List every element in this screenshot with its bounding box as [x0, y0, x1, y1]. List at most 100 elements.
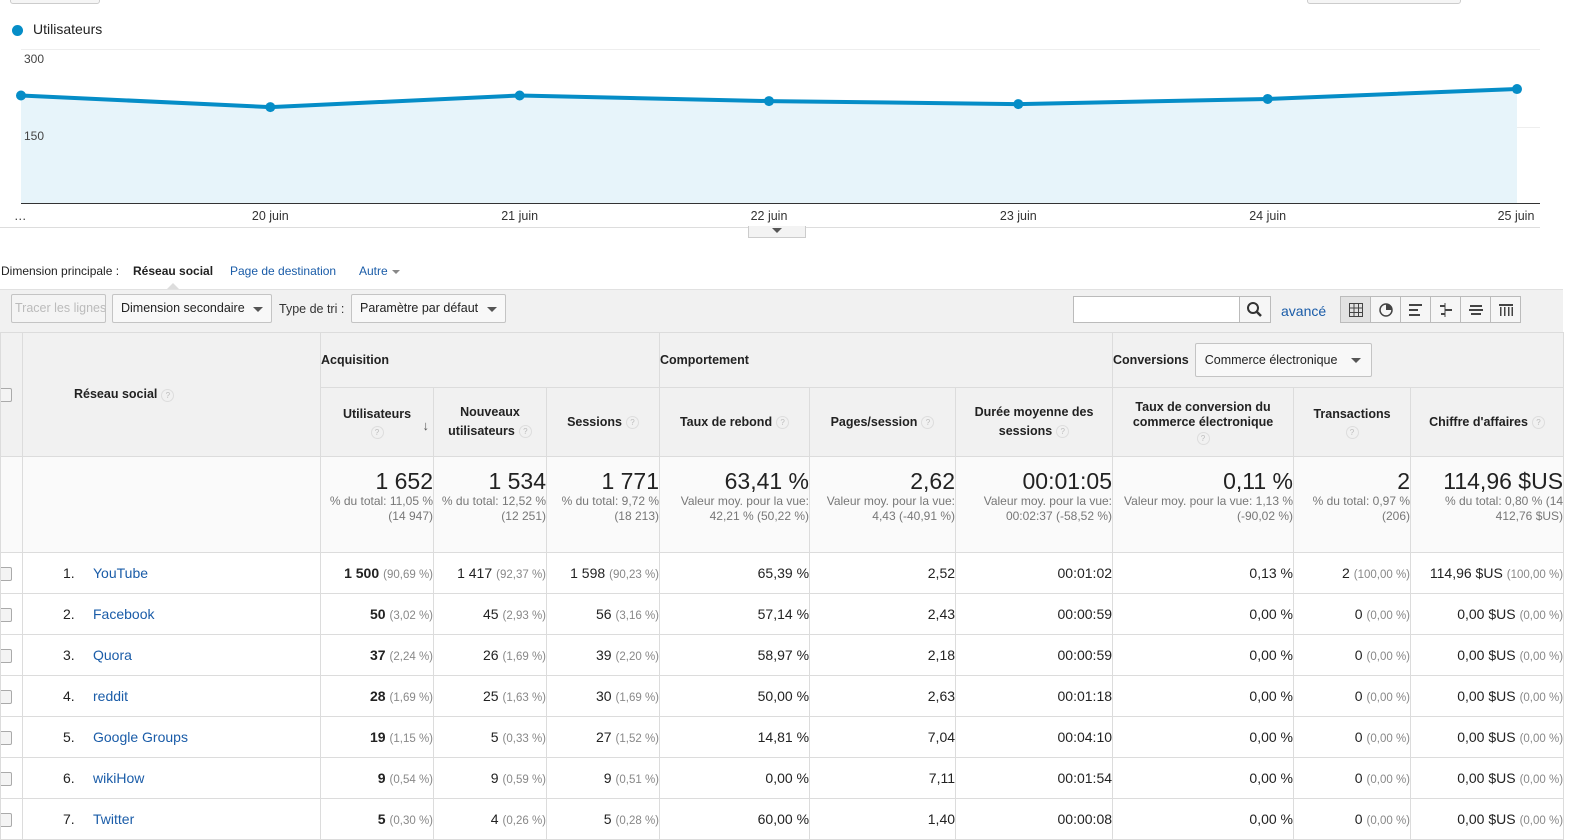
help-icon[interactable]: ?: [1196, 431, 1210, 445]
social-network-link[interactable]: Google Groups: [93, 729, 188, 745]
revenue-percent: (0,00 %): [1519, 774, 1564, 786]
row-number: 5.: [63, 729, 75, 745]
x-tick-label: 24 juin: [1249, 209, 1286, 223]
bounce-value: 58,97 %: [757, 647, 810, 663]
table-view-button[interactable]: [1340, 296, 1371, 323]
help-icon[interactable]: ?: [1531, 415, 1545, 429]
advanced-filter-link[interactable]: avancé: [1281, 303, 1327, 319]
revenue-percent: (0,00 %): [1519, 610, 1564, 622]
legend-dot-icon: [12, 25, 23, 36]
help-icon[interactable]: ?: [1056, 425, 1070, 439]
performance-view-button[interactable]: [1400, 296, 1431, 323]
users-percent: (3,02 %): [389, 610, 433, 622]
col-duration-label: Durée moyenne des sessions: [974, 405, 1094, 438]
col-conversion-rate[interactable]: Taux de conversion du commerce électroni…: [1112, 387, 1295, 457]
secondary-dimension-dropdown[interactable]: Dimension secondaire: [112, 294, 272, 323]
col-revenue[interactable]: Chiffre d'affaires?: [1410, 387, 1565, 457]
total-users-sub: % du total: 11,05 % (14 947): [329, 494, 433, 523]
row-select-cell[interactable]: [0, 552, 23, 594]
table-search-input[interactable]: [1073, 296, 1240, 323]
cell-new_users: 1 417 (92,37 %): [433, 552, 547, 594]
row-select-cell[interactable]: [0, 716, 23, 758]
cell-bounce: 0,00 %: [659, 757, 811, 799]
row-select-cell[interactable]: [0, 634, 23, 676]
help-icon[interactable]: ?: [1345, 426, 1359, 439]
col-bounce-rate[interactable]: Taux de rebond?: [659, 387, 811, 457]
pivot-icon: [1498, 303, 1513, 316]
dimension-social-network[interactable]: Réseau social: [133, 264, 214, 278]
pivot-view-button[interactable]: [1490, 296, 1521, 323]
pages-value: 2,43: [927, 606, 956, 622]
primary-dimension-label: Dimension principale :: [1, 264, 120, 278]
chart-period-toggle[interactable]: [1307, 0, 1461, 4]
transactions-value: 0: [1354, 811, 1363, 827]
sessions-percent: (2,20 %): [615, 651, 660, 663]
help-icon[interactable]: ?: [921, 415, 935, 429]
pages-value: 1,40: [927, 811, 956, 827]
conversions-label: Conversions: [1113, 353, 1189, 367]
chart-plot: 300 150 … 20 juin 21 juin 22 juin 23 juin 24 ju…: [0, 49, 1540, 228]
cell-sessions: 5 (0,28 %): [545, 798, 661, 840]
comparison-view-button[interactable]: [1430, 296, 1461, 323]
col-avg-duration[interactable]: Durée moyenne des sessions?: [955, 387, 1114, 457]
cell-revenue: 0,00 $US (0,00 %): [1410, 593, 1565, 635]
date-range-control[interactable]: [10, 0, 100, 4]
row-checkbox[interactable]: [1, 813, 12, 828]
sort-desc-icon: ↓: [422, 418, 430, 433]
help-icon[interactable]: ?: [370, 426, 384, 439]
conversions-group-header: Conversions Commerce électronique: [1112, 332, 1565, 388]
cell-sessions: 1 598 (90,23 %): [545, 552, 661, 594]
transactions-value: 0: [1354, 647, 1363, 663]
sessions-value: 5: [603, 811, 612, 827]
social-network-link[interactable]: Quora: [93, 647, 132, 663]
row-checkbox[interactable]: [1, 567, 12, 582]
cell-bounce: 65,39 %: [659, 552, 811, 594]
row-dimension-cell: 5. Google Groups: [22, 716, 321, 758]
social-network-link[interactable]: YouTube: [93, 565, 149, 581]
row-checkbox[interactable]: [1, 608, 12, 623]
social-network-link[interactable]: Twitter: [93, 811, 135, 827]
sort-type-dropdown[interactable]: Paramètre par défaut: [351, 294, 506, 323]
row-checkbox[interactable]: [1, 731, 12, 746]
row-checkbox[interactable]: [1, 649, 12, 664]
table-row: 2. Facebook 50 (3,02 %) 45 (2,93 %) 56 (3,16 %)…: [0, 593, 1565, 635]
help-icon[interactable]: ?: [625, 415, 639, 429]
help-icon[interactable]: ?: [161, 388, 175, 402]
transactions-value: 2: [1341, 565, 1350, 581]
social-network-link[interactable]: wikiHow: [93, 770, 145, 786]
help-icon[interactable]: ?: [518, 425, 532, 439]
conversion-goal-dropdown[interactable]: Commerce électronique: [1194, 343, 1373, 377]
sessions-percent: (0,28 %): [615, 815, 660, 827]
dimension-column-header[interactable]: Réseau social?: [22, 332, 321, 457]
row-dimension-cell: 1. YouTube: [22, 552, 321, 594]
row-select-cell[interactable]: [0, 675, 23, 717]
cell-duration: 00:00:08: [955, 798, 1114, 840]
plot-rows-button[interactable]: Tracer les lignes: [11, 294, 106, 323]
dimension-landing-page[interactable]: Page de destination: [230, 264, 337, 278]
select-all-cell[interactable]: [0, 332, 23, 457]
search-button[interactable]: [1239, 296, 1271, 323]
cell-users: 37 (2,24 %): [320, 634, 434, 676]
social-network-link[interactable]: Facebook: [93, 606, 155, 622]
col-pages-session[interactable]: Pages/session?: [809, 387, 957, 457]
table-row: 3. Quora 37 (2,24 %) 26 (1,69 %) 39 (2,20 %) 58,…: [0, 634, 1565, 676]
col-users[interactable]: Utilisateurs? ↓: [320, 387, 434, 457]
row-select-cell[interactable]: [0, 757, 23, 799]
term-cloud-view-button[interactable]: [1460, 296, 1491, 323]
help-icon[interactable]: ?: [776, 415, 790, 429]
select-all-checkbox[interactable]: [1, 387, 12, 402]
collapse-chart-toggle[interactable]: [748, 226, 806, 238]
row-checkbox[interactable]: [1, 690, 12, 705]
col-transactions[interactable]: Transactions?: [1293, 387, 1412, 457]
social-network-link[interactable]: reddit: [93, 688, 129, 704]
row-checkbox[interactable]: [1, 772, 12, 787]
row-select-cell[interactable]: [0, 798, 23, 840]
col-new-users[interactable]: Nouveaux utilisateurs?: [433, 387, 547, 457]
cell-conv_rate: 0,00 %: [1112, 634, 1295, 676]
row-select-cell[interactable]: [0, 593, 23, 635]
dimension-other-dropdown[interactable]: Autre: [359, 264, 400, 278]
conv_rate-value: 0,00 %: [1249, 770, 1294, 786]
total-duration: 00:01:05 Valeur moy. pour la vue: 00:02:3…: [955, 456, 1114, 553]
col-sessions[interactable]: Sessions?: [545, 387, 661, 457]
pie-view-button[interactable]: [1370, 296, 1401, 323]
